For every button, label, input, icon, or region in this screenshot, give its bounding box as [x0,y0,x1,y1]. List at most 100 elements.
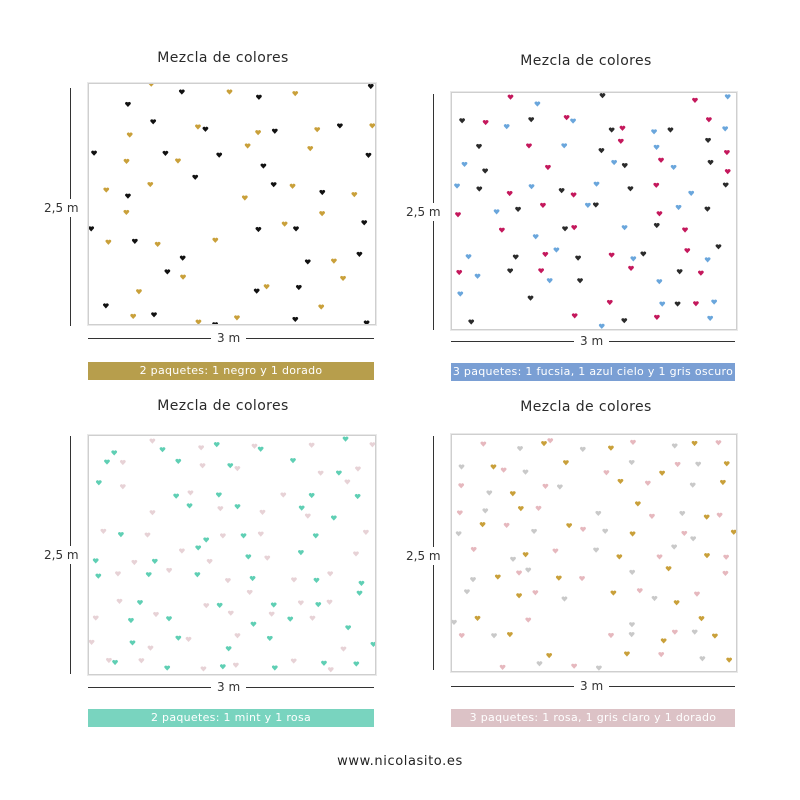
heart-sticker [610,590,617,596]
heart-sticker [344,479,351,485]
heart-sticker [580,526,586,533]
panel-title: Mezcla de colores [157,398,289,414]
heart-sticker [260,163,267,169]
heart-sticker [198,445,204,451]
heart-sticker [499,227,505,233]
heart-sticker [162,150,169,156]
heart-sticker [527,295,534,301]
package-caption: 3 paquetes: 1 rosa, 1 gris claro y 1 dor… [451,709,735,727]
heart-sticker [616,554,623,560]
heart-sticker [92,615,99,621]
heart-sticker [693,301,699,307]
wall-preview [88,83,376,325]
width-dimension-label: 3 m [574,679,610,693]
panel-title: Mezcla de colores [157,50,289,66]
heart-sticker [219,664,226,670]
heart-sticker [241,195,248,201]
heart-sticker [704,206,711,212]
heart-sticker [331,258,337,264]
heart-sticker [253,288,260,294]
heart-sticker [500,467,507,473]
heart-sticker [216,492,222,498]
heart-sticker [340,646,347,652]
heart-sticker [516,593,522,599]
heart-sticker [665,566,672,572]
heart-sticker [619,125,626,131]
heart-sticker [716,512,723,518]
heart-sticker [679,510,686,517]
heart-sticker [658,157,664,163]
heart-sticker [345,625,351,631]
heart-sticker [658,652,665,658]
heart-sticker [132,238,138,244]
heart-sticker [234,633,241,639]
heart-sticker [553,247,560,253]
heart-sticker [598,148,605,154]
heart-sticker [227,463,234,469]
heart-sticker [711,299,717,305]
heart-sticker [145,572,152,578]
heart-sticker [125,193,131,199]
heart-sticker [249,575,256,582]
heart-sticker [628,265,634,271]
heart-sticker [621,163,628,169]
heart-sticker [125,101,131,108]
heart-sticker [570,118,576,124]
heart-sticker [482,120,489,126]
heart-sticker [290,658,297,664]
heart-sticker [154,241,161,248]
heart-sticker [651,595,658,602]
heart-sticker [503,522,510,529]
heart-sticker [691,440,698,447]
heart-sticker [563,115,570,121]
heart-sticker [356,251,363,257]
heart-sticker [682,227,688,233]
heart-sticker [476,143,482,150]
heart-sticker [555,575,562,581]
height-dimension-label: 2,5 m [406,547,441,565]
heart-sticker [653,144,660,150]
heart-sticker [255,130,261,136]
heart-sticker [363,320,370,324]
heart-sticker [353,551,359,557]
heart-sticker [327,667,334,673]
heart-sticker [123,158,130,165]
heart-sticker [694,591,700,597]
heart-sticker [656,554,663,560]
heart-sticker [213,442,220,448]
heart-sticker [715,440,722,446]
heart-sticker [354,493,361,500]
heart-sticker [706,117,712,123]
heart-sticker [540,202,546,209]
heart-sticker [558,188,565,194]
heart-sticker [689,482,696,488]
heart-sticker [723,554,729,560]
heart-sticker [212,237,219,243]
heart-sticker [651,129,657,135]
panel-title: Mezcla de colores [520,399,652,415]
heart-sticker [164,269,171,275]
heart-sticker [151,312,157,318]
heart-sticker [630,256,637,262]
heart-sticker [722,570,729,577]
heart-sticker [535,505,542,511]
website-url[interactable]: www.nicolasito.es [337,754,463,769]
heart-sticker [474,273,481,279]
heart-sticker [289,183,296,189]
heart-sticker [233,662,239,668]
heart-sticker [292,316,299,323]
heart-sticker [307,146,314,152]
heart-sticker [138,658,145,664]
heart-sticker [684,248,691,254]
heart-sticker [654,314,660,320]
heart-sticker [617,478,624,485]
heart-sticker [166,567,172,574]
heart-sticker [699,656,706,662]
heart-pattern [89,84,375,324]
heart-sticker [192,174,199,180]
heart-sticker [608,127,615,133]
heart-sticker [692,97,698,103]
heart-sticker [608,252,615,258]
heart-sticker [353,661,360,667]
heart-sticker [351,192,358,198]
